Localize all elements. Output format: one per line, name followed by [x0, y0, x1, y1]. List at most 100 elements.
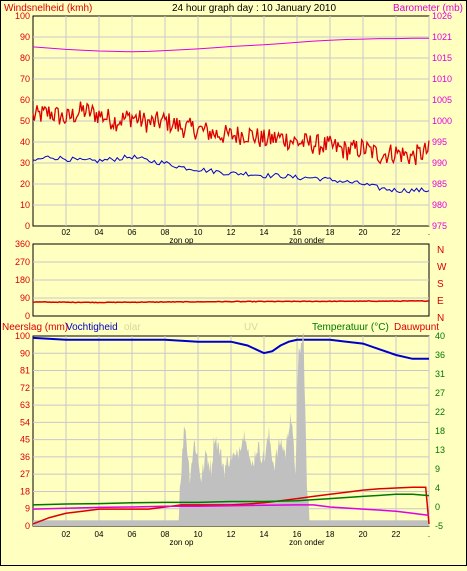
x-tick-label: 16 — [293, 228, 302, 237]
panel2-left-ticks: 0 90 180 270 360 — [15, 239, 30, 321]
y-tick-label-humidity: 0 — [25, 521, 30, 531]
y-tick-label-humidity: 18 — [20, 486, 30, 496]
sunrise-label: zon op — [169, 236, 194, 245]
y-tick-label-humidity: 63 — [20, 400, 30, 410]
compass-label: S — [437, 279, 444, 290]
x-tick-label: . — [428, 530, 430, 539]
x-tick-label: 22 — [392, 228, 401, 237]
y-tick-label-wind: 0 — [25, 221, 30, 231]
compass-label: N — [437, 313, 444, 324]
y-tick-label-direction: 270 — [15, 257, 30, 267]
series-line-direction-0 — [32, 300, 429, 304]
y-tick-label-humidity: 72 — [20, 383, 30, 393]
y-tick-label-temperature: 40 — [435, 331, 445, 341]
y-tick-label-barometer: 1021 — [432, 32, 452, 42]
y-tick-label-wind: 60 — [20, 95, 30, 105]
temperature-axis-title: Temperatuur (°C) — [312, 322, 389, 333]
y-tick-label-wind: 50 — [20, 116, 30, 126]
x-tick-label: 14 — [260, 530, 269, 539]
x-tick-label: 12 — [227, 228, 236, 237]
solar-faint-label: olar — [124, 322, 141, 333]
y-tick-label-temperature: -5 — [435, 521, 443, 531]
x-tick-label: 14 — [260, 228, 269, 237]
y-tick-label-humidity: 27 — [20, 469, 30, 479]
y-tick-label-temperature: 22 — [435, 407, 445, 417]
x-tick-label: 06 — [128, 228, 137, 237]
x-tick-label: 18 — [326, 530, 335, 539]
panel1-series — [32, 37, 430, 194]
x-tick-label: . — [428, 228, 430, 237]
panel1-x-ticks: 02 04 06 08 10 12 14 16 18 20 22. — [62, 228, 431, 237]
y-tick-label-temperature: 18 — [435, 426, 445, 436]
y-tick-label-barometer: 1026 — [432, 11, 452, 21]
y-tick-label-temperature: 9 — [435, 464, 440, 474]
y-tick-label-temperature: 13 — [435, 445, 445, 455]
x-tick-label: 04 — [95, 228, 104, 237]
x-tick-label: 02 — [62, 530, 71, 539]
y-tick-label-humidity: 36 — [20, 452, 30, 462]
compass-label: E — [437, 296, 444, 307]
y-tick-label-direction: 0 — [25, 311, 30, 321]
y-tick-label-wind: 10 — [20, 200, 30, 210]
x-tick-label: 20 — [359, 228, 368, 237]
x-tick-label: 12 — [227, 530, 236, 539]
panel1-right-ticks: 975 980 985 990 995 1000 1005 1010 1015 1021 1026 — [432, 11, 452, 231]
series-line-1 — [32, 101, 430, 166]
x-tick-label: 08 — [161, 228, 170, 237]
sunset-label-2: zon onder — [289, 538, 325, 547]
x-tick-label: 18 — [326, 228, 335, 237]
x-tick-label: 04 — [95, 530, 104, 539]
y-tick-label-wind: 30 — [20, 158, 30, 168]
y-tick-label-barometer: 980 — [432, 200, 447, 210]
y-tick-label-barometer: 975 — [432, 221, 447, 231]
y-tick-label-barometer: 995 — [432, 137, 447, 147]
y-tick-label-direction: 360 — [15, 239, 30, 249]
y-tick-label-direction: 90 — [20, 293, 30, 303]
y-tick-label-direction: 180 — [15, 275, 30, 285]
panel3-series — [32, 332, 430, 526]
y-tick-label-wind: 40 — [20, 137, 30, 147]
series-line-0 — [32, 37, 429, 53]
wind-barometer-panel: 0 10 20 30 40 50 60 70 80 90 100 975 980 985 990 995 10… — [15, 11, 452, 245]
y-tick-label-humidity: 45 — [20, 435, 30, 445]
x-tick-label: 08 — [161, 530, 170, 539]
y-tick-label-temperature: 27 — [435, 388, 445, 398]
x-tick-label: 06 — [128, 530, 137, 539]
y-tick-label-temperature: 4 — [435, 483, 440, 493]
humidity-axis-title: Vochtigheid — [66, 322, 118, 333]
y-tick-label-wind: 20 — [20, 179, 30, 189]
chart-title: 24 hour graph day : 10 January 2010 — [172, 3, 336, 14]
sunrise-label-2: zon op — [169, 538, 194, 547]
y-tick-label-humidity: 100 — [15, 331, 30, 341]
sunset-label: zon onder — [289, 236, 325, 245]
y-tick-label-wind: 90 — [20, 32, 30, 42]
y-tick-label-humidity: 9 — [25, 504, 30, 514]
panel2-series — [32, 300, 429, 304]
dewpoint-axis-title: Dauwpunt — [394, 322, 439, 333]
y-tick-label-barometer: 1005 — [432, 95, 452, 105]
rain-axis-title: Neerslag (mm) — [2, 322, 68, 333]
y-tick-label-barometer: 1000 — [432, 116, 452, 126]
x-tick-label: 10 — [194, 530, 203, 539]
y-tick-label-temperature: 0 — [435, 502, 440, 512]
y-tick-label-wind: 70 — [20, 74, 30, 84]
uv-faint-label: UV — [244, 322, 258, 333]
series-line-panel3-4 — [32, 504, 430, 517]
x-tick-label: 20 — [359, 530, 368, 539]
y-tick-label-barometer: 990 — [432, 158, 447, 168]
y-tick-label-barometer: 985 — [432, 179, 447, 189]
y-tick-label-humidity: 90 — [20, 348, 30, 358]
y-tick-label-humidity: 54 — [20, 417, 30, 427]
series-line-panel3-2 — [32, 486, 430, 525]
series-line-panel3-3 — [32, 493, 430, 506]
x-tick-label: 16 — [293, 530, 302, 539]
y-tick-label-wind: 100 — [15, 11, 30, 21]
series-line-panel3-0 — [32, 336, 429, 360]
compass-label: W — [437, 262, 447, 273]
y-tick-label-barometer: 1015 — [432, 53, 452, 63]
wind-axis-title: Windsnelheid (kmh) — [4, 3, 92, 14]
